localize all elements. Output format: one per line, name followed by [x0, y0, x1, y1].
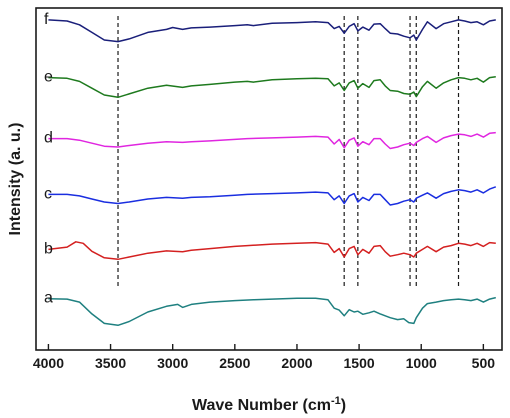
series-label-c: c [44, 185, 52, 202]
plot-frame [35, 7, 503, 351]
x-tick-label: 1000 [406, 355, 437, 371]
x-tick-label: 3500 [95, 355, 126, 371]
x-axis-ticks: 4000 3500 3000 2500 2000 1500 1000 500 [33, 344, 495, 371]
reference-lines [117, 16, 460, 286]
x-tick-label: 500 [472, 355, 496, 371]
series-line-e [48, 76, 496, 99]
x-axis-title-main: Wave Number (cm [192, 397, 331, 414]
x-tick-label: 2000 [281, 355, 312, 371]
x-tick-label: 4000 [33, 355, 64, 371]
series-label-e: e [44, 69, 53, 86]
x-axis-title: Wave Number (cm-1) [192, 395, 346, 414]
x-tick-label: 2500 [219, 355, 250, 371]
x-tick-label: 1500 [344, 355, 375, 371]
series-label-b: b [44, 240, 53, 257]
x-axis-title-sup: -1 [331, 395, 341, 407]
series-line-d [48, 131, 496, 150]
series-group [48, 19, 497, 327]
y-axis-title: Intensity (a. u.) [7, 123, 24, 236]
x-axis-title-close: ) [341, 397, 346, 414]
series-labels: f e d c b a [44, 11, 53, 307]
series-label-f: f [44, 11, 49, 28]
series-line-a [48, 296, 496, 327]
series-label-a: a [44, 290, 53, 307]
series-line-c [48, 186, 497, 206]
x-tick-label: 3000 [157, 355, 188, 371]
series-line-b [48, 241, 496, 261]
series-label-d: d [44, 130, 53, 147]
series-line-f [48, 19, 496, 43]
